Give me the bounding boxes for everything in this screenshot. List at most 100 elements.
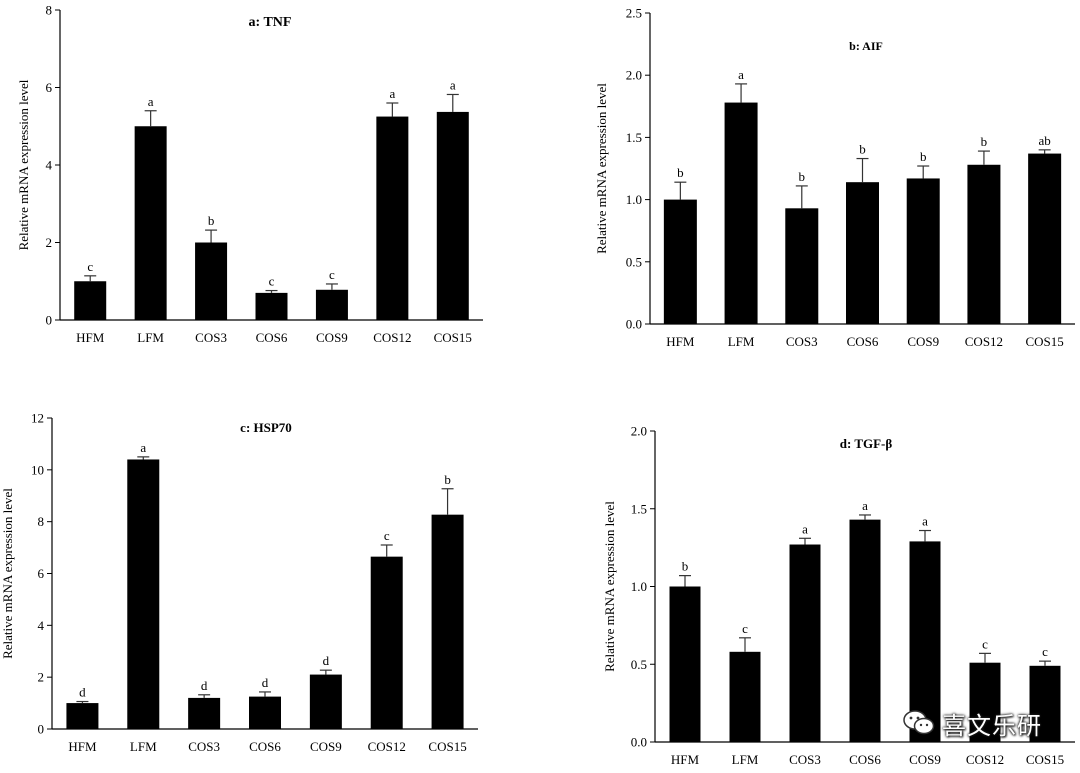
chart-c-bar-cos12	[370, 556, 403, 729]
chart-b-bar-cos3	[785, 208, 819, 324]
chart-b-ytick-label: 1.5	[626, 130, 642, 145]
chart-b-ytick-label: 0.0	[626, 317, 642, 332]
chart-b-significance-letter: ab	[1039, 133, 1051, 148]
chart-d-significance-letter: c	[982, 636, 988, 651]
chart-c-ytick-label: 6	[38, 566, 45, 581]
chart-a-title: a: TNF	[249, 15, 292, 30]
chart-a-bar-cos9	[315, 289, 348, 320]
chart-b-ylabel: Relative mRNA expression level	[594, 83, 609, 254]
chart-d-ylabel: Relative mRNA expression level	[602, 501, 617, 672]
chart-d-title: d: TGF-β	[840, 436, 893, 451]
chart-a-xtick-label: COS15	[434, 330, 472, 345]
chart-c-title: c: HSP70	[240, 420, 292, 435]
watermark-text: 喜文乐研	[942, 711, 1042, 740]
chart-c-ytick-label: 12	[31, 411, 44, 426]
chart-c-xtick-label: LFM	[130, 739, 157, 754]
chart-a-ytick-label: 2	[46, 235, 53, 250]
chart-c-xtick-label: COS9	[310, 739, 342, 754]
chart-d-bar-cos6	[849, 519, 881, 742]
chart-a-ytick-label: 6	[46, 80, 53, 95]
chart-b-xtick-label: COS15	[1025, 334, 1063, 349]
chart-a-ylabel: Relative mRNA expression level	[16, 79, 31, 250]
chart-a-bar-cos12	[376, 116, 409, 320]
chart-a-ytick-label: 8	[46, 3, 53, 18]
chart-c-bar-cos15	[431, 514, 464, 729]
chart-d-bar-cos9	[909, 541, 941, 742]
chart-b-xtick-label: COS3	[786, 334, 818, 349]
chart-b-bar-cos12	[967, 164, 1001, 324]
chart-b-bar-lfm	[724, 102, 758, 325]
chart-b-significance-letter: a	[738, 67, 744, 82]
chart-b-xtick-label: COS12	[965, 334, 1003, 349]
chart-d-significance-letter: a	[862, 498, 868, 513]
chart-d-ytick-label: 0.5	[631, 657, 647, 672]
chart-d-xtick-label: COS3	[789, 752, 821, 767]
chart-a-xtick-label: COS9	[316, 330, 348, 345]
chart-b-significance-letter: b	[859, 142, 866, 157]
chart-d-xtick-label: COS9	[909, 752, 941, 767]
chart-d-bar-lfm	[729, 651, 761, 742]
chart-d-bar-cos3	[789, 544, 821, 742]
chart-d-xtick-label: COS15	[1026, 752, 1064, 767]
chart-b-significance-letter: b	[677, 165, 684, 180]
chart-c-ytick-label: 4	[38, 618, 45, 633]
chart-c-significance-letter: d	[262, 675, 269, 690]
chart-b-bar-cos15	[1028, 153, 1062, 324]
chart-a-bar-cos3	[195, 242, 228, 320]
chart-c-bar-cos9	[309, 674, 342, 729]
chart-c-significance-letter: a	[140, 440, 146, 455]
chart-a-significance-letter: a	[450, 77, 456, 92]
chart-c-bar-lfm	[127, 459, 160, 729]
chart-d-xtick-label: HFM	[671, 752, 700, 767]
chart-a-ytick-label: 0	[46, 313, 53, 328]
chart-d-xtick-label: COS6	[849, 752, 881, 767]
chart-c-xtick-label: COS6	[249, 739, 281, 754]
chart-c-xtick-label: HFM	[68, 739, 97, 754]
chart-a-significance-letter: b	[208, 213, 215, 228]
chart-b-ytick-label: 2.5	[626, 6, 642, 21]
chart-b-xtick-label: COS9	[907, 334, 939, 349]
chart-c-significance-letter: c	[384, 528, 390, 543]
chart-a-xtick-label: HFM	[76, 330, 105, 345]
chart-b-xtick-label: COS6	[847, 334, 879, 349]
chart-c-xtick-label: COS12	[368, 739, 406, 754]
chart-d-significance-letter: a	[802, 521, 808, 536]
chart-a-ytick-label: 4	[46, 158, 53, 173]
chart-a-xtick-label: COS6	[256, 330, 288, 345]
chart-d-significance-letter: c	[742, 621, 748, 636]
chart-d-bar-cos12	[969, 662, 1001, 742]
chart-a-xtick-label: COS12	[373, 330, 411, 345]
chart-c-bar-hfm	[66, 703, 99, 729]
chart-b-title: b: AIF	[849, 39, 883, 53]
chart-d-significance-letter: a	[922, 514, 928, 529]
chart-b-ytick-label: 0.5	[626, 254, 642, 269]
chart-d-ytick-label: 1.5	[631, 501, 647, 516]
chart-d-xtick-label: COS12	[966, 752, 1004, 767]
chart-a-bar-cos15	[436, 111, 469, 320]
chart-c-xtick-label: COS15	[428, 739, 466, 754]
chart-d-ytick-label: 0.0	[631, 735, 647, 750]
chart-a-significance-letter: c	[269, 274, 275, 289]
chart-a-bar-cos6	[255, 292, 288, 320]
chart-a-significance-letter: a	[148, 94, 154, 109]
chart-d-bar-cos15	[1029, 665, 1061, 742]
chart-c-xtick-label: COS3	[188, 739, 220, 754]
watermark: 喜文乐研	[902, 706, 1042, 740]
chart-d-ytick-label: 2.0	[631, 424, 647, 439]
chart-b-bar-cos6	[846, 182, 879, 324]
chart-c-bar-cos6	[249, 696, 281, 729]
chart-d-significance-letter: b	[682, 559, 689, 574]
chart-c-ytick-label: 10	[31, 462, 44, 477]
chart-a-bar-hfm	[74, 281, 107, 320]
chart-c-ytick-label: 0	[38, 722, 45, 737]
chart-c-significance-letter: d	[323, 653, 330, 668]
wechat-icon	[903, 710, 935, 735]
chart-b-significance-letter: b	[920, 149, 927, 164]
chart-c-ytick-label: 8	[38, 514, 45, 529]
chart-a-significance-letter: c	[87, 259, 93, 274]
chart-c-significance-letter: b	[444, 472, 451, 487]
chart-b-bar-cos9	[906, 178, 940, 324]
chart-b-bar-hfm	[663, 199, 697, 324]
chart-d-bar-hfm	[669, 586, 701, 742]
